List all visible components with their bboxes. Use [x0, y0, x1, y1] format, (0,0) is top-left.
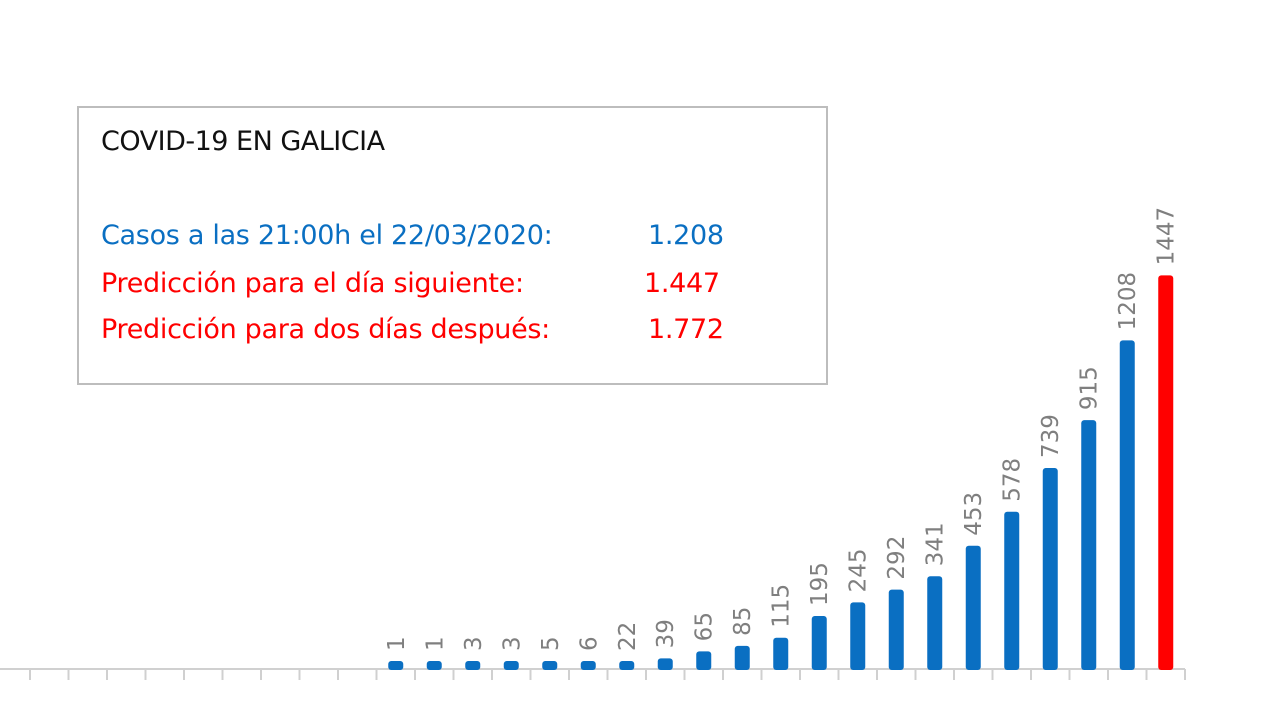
data-label: 1 — [422, 636, 448, 651]
data-label: 578 — [1000, 458, 1026, 502]
bar — [580, 661, 596, 670]
next-day-prediction-value: 1.447 — [644, 268, 720, 299]
bar — [1081, 420, 1097, 670]
data-label: 341 — [923, 522, 949, 566]
data-label: 245 — [846, 548, 872, 592]
next-day-prediction-label: Predicción para el día siguiente: — [101, 268, 524, 299]
bar — [811, 615, 827, 670]
data-label: 85 — [730, 607, 756, 636]
next-day-prediction-line: Predicción para el día siguiente: 1.447 — [101, 268, 720, 299]
two-day-prediction-label: Predicción para dos días después: — [101, 314, 550, 345]
bar — [927, 576, 943, 670]
two-day-prediction-value: 1.772 — [648, 314, 724, 345]
data-label: 915 — [1077, 366, 1103, 410]
bar — [1119, 340, 1135, 670]
bar — [465, 661, 481, 670]
data-label: 22 — [615, 622, 641, 651]
info-box: COVID-19 EN GALICIA Casos a las 21:00h e… — [77, 106, 828, 385]
data-label: 739 — [1038, 414, 1064, 458]
bar — [850, 602, 866, 670]
two-day-prediction-line: Predicción para dos días después: 1.772 — [101, 314, 724, 345]
data-label: 3 — [461, 636, 487, 651]
bar — [965, 545, 981, 670]
data-label: 39 — [653, 619, 679, 648]
data-label: 5 — [538, 636, 564, 651]
data-label: 1447 — [1154, 207, 1180, 266]
data-label: 453 — [961, 492, 987, 536]
data-label: 115 — [769, 584, 795, 628]
data-label: 3 — [499, 636, 525, 651]
bar — [1004, 511, 1020, 670]
data-label: 292 — [884, 536, 910, 580]
current-cases-value: 1.208 — [648, 220, 724, 251]
data-label: 1 — [384, 636, 410, 651]
bar — [619, 661, 635, 670]
data-label: 195 — [807, 562, 833, 606]
bar — [542, 661, 558, 670]
bar — [1042, 467, 1058, 670]
bar — [388, 661, 404, 670]
bar — [426, 661, 442, 670]
data-label: 65 — [692, 612, 718, 641]
current-cases-label: Casos a las 21:00h el 22/03/2020: — [101, 220, 553, 251]
bar — [888, 589, 904, 670]
bar — [773, 637, 789, 670]
data-label: 6 — [576, 636, 602, 651]
bar — [657, 658, 673, 670]
data-label: 1208 — [1115, 272, 1141, 331]
bar — [503, 661, 519, 670]
bar — [734, 645, 750, 670]
current-cases-line: Casos a las 21:00h el 22/03/2020: 1.208 — [101, 220, 724, 251]
bar — [1158, 275, 1174, 670]
bar — [696, 651, 712, 670]
info-title: COVID-19 EN GALICIA — [101, 126, 385, 157]
